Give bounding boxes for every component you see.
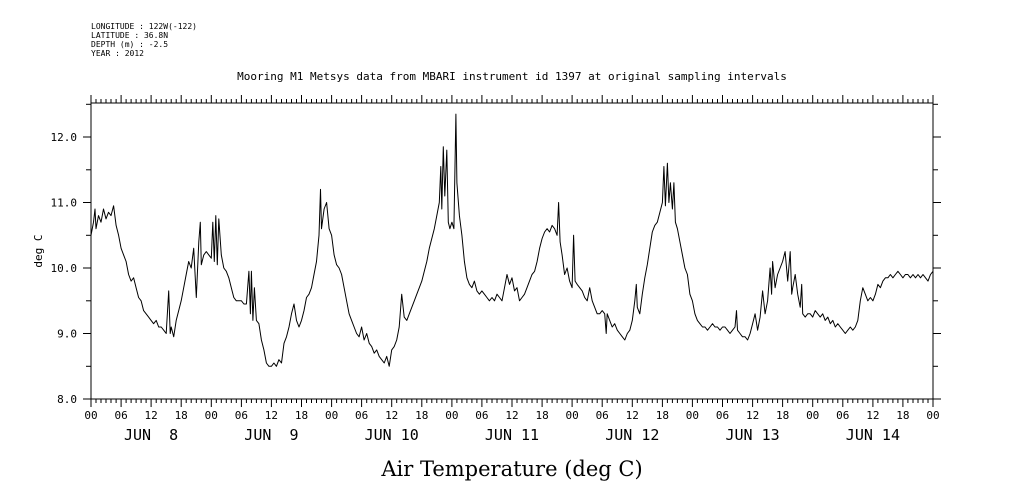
day-label: JUN 8 — [124, 426, 178, 444]
y-tick-label: 10.0 — [51, 262, 78, 275]
x-tick-label: 00 — [926, 409, 939, 422]
day-label: JUN 13 — [726, 426, 780, 444]
y-tick-label: 8.0 — [57, 393, 77, 406]
x-tick-labels: 00 06 12 18 00 06 12 18 00 06 12 18 00 06 12 18 00 06 12 18… — [84, 409, 939, 422]
x-axis-label: Air Temperature (deg C) — [380, 457, 642, 481]
y-axis-label: deg C — [32, 234, 45, 267]
x-tick-label: 12 — [626, 409, 639, 422]
x-tick-label: 18 — [656, 409, 669, 422]
x-tick-label: 12 — [866, 409, 879, 422]
depth-label: DEPTH (m) : -2.5 — [91, 40, 169, 49]
x-tick-label: 12 — [144, 409, 157, 422]
x-tick-label: 18 — [776, 409, 789, 422]
x-tick-label: 06 — [475, 409, 488, 422]
x-tick-label: 00 — [84, 409, 97, 422]
day-label: JUN 14 — [846, 426, 900, 444]
x-tick-label: 00 — [325, 409, 338, 422]
y-tick-label: 9.0 — [57, 328, 77, 341]
x-tick-label: 06 — [114, 409, 127, 422]
x-tick-label: 00 — [565, 409, 578, 422]
x-tick-label: 00 — [686, 409, 699, 422]
latitude-label: LATITUDE : 36.8N — [91, 31, 169, 40]
longitude-label: LONGITUDE : 122W(-122) — [91, 22, 197, 31]
day-label: JUN 11 — [485, 426, 539, 444]
year-label: YEAR : 2012 — [91, 49, 144, 58]
x-tick-label: 00 — [806, 409, 819, 422]
day-labels: JUN 8 JUN 9 JUN 10 JUN 11 JUN 12 JUN 13 JUN 14 — [124, 426, 900, 444]
y-tick-labels: 8.0 9.0 10.0 11.0 12.0 — [51, 131, 78, 406]
day-label: JUN 9 — [244, 426, 298, 444]
y-tick-label: 11.0 — [51, 197, 78, 210]
x-tick-label: 18 — [896, 409, 909, 422]
y-tick-label: 12.0 — [51, 131, 78, 144]
x-tick-label: 00 — [205, 409, 218, 422]
day-label: JUN 10 — [365, 426, 419, 444]
x-tick-label: 06 — [836, 409, 849, 422]
x-tick-label: 06 — [596, 409, 609, 422]
air-temperature-series-line — [90, 113, 934, 367]
x-tick-label: 12 — [505, 409, 518, 422]
x-tick-label: 18 — [175, 409, 188, 422]
x-tick-label: 18 — [415, 409, 428, 422]
x-tick-label: 12 — [265, 409, 278, 422]
x-tick-label: 00 — [445, 409, 458, 422]
x-tick-label: 12 — [385, 409, 398, 422]
x-tick-label: 06 — [716, 409, 729, 422]
axis-ticks — [83, 95, 941, 407]
day-label: JUN 12 — [605, 426, 659, 444]
x-tick-label: 06 — [235, 409, 248, 422]
x-tick-label: 18 — [295, 409, 308, 422]
x-tick-label: 06 — [355, 409, 368, 422]
x-tick-label: 12 — [746, 409, 759, 422]
x-tick-label: 18 — [535, 409, 548, 422]
chart-title: Mooring M1 Metsys data from MBARI instru… — [237, 70, 787, 83]
